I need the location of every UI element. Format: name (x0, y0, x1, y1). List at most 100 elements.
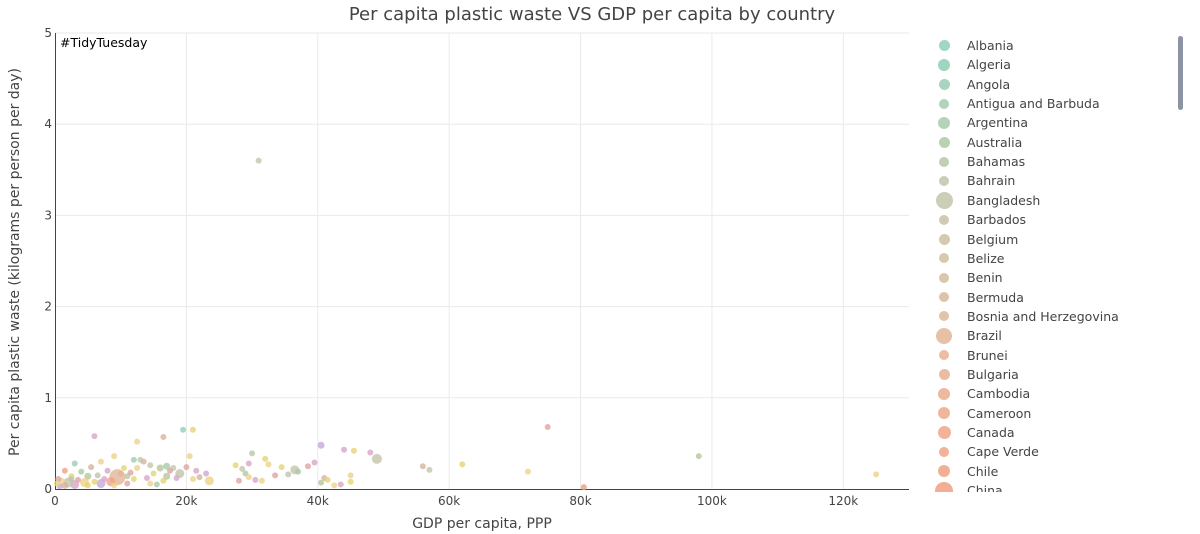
data-point[interactable] (235, 477, 242, 484)
data-point[interactable] (153, 481, 160, 488)
data-point[interactable] (111, 453, 118, 460)
data-point[interactable] (203, 470, 210, 477)
legend-item[interactable]: Cape Verde (930, 442, 1039, 461)
data-points[interactable] (53, 157, 880, 491)
data-point[interactable] (459, 461, 466, 468)
data-point[interactable] (163, 462, 171, 470)
data-point[interactable] (193, 467, 200, 474)
data-point[interactable] (53, 480, 60, 487)
data-point[interactable] (186, 453, 193, 460)
data-point[interactable] (265, 461, 272, 468)
data-point[interactable] (160, 477, 167, 484)
data-point[interactable] (71, 460, 78, 467)
data-point[interactable] (258, 477, 265, 484)
data-point[interactable] (84, 472, 92, 480)
data-point[interactable] (196, 474, 203, 481)
data-point[interactable] (94, 472, 101, 479)
data-point[interactable] (285, 471, 292, 478)
legend-item[interactable]: Brunei (930, 346, 1008, 365)
data-point[interactable] (249, 450, 256, 457)
data-point[interactable] (147, 480, 154, 487)
data-point[interactable] (544, 423, 551, 430)
legend-item[interactable]: Brazil (930, 326, 1002, 345)
data-point[interactable] (204, 476, 214, 486)
data-point[interactable] (124, 473, 131, 480)
data-point[interactable] (150, 470, 157, 477)
legend-item[interactable]: Antigua and Barbuda (930, 94, 1100, 113)
legend-item[interactable]: China (930, 481, 1003, 492)
legend-scroll-thumb[interactable] (1178, 36, 1183, 110)
data-point[interactable] (137, 456, 144, 463)
data-point[interactable] (160, 434, 167, 441)
legend-item[interactable]: Benin (930, 268, 1003, 287)
data-point[interactable] (232, 462, 239, 469)
legend-item[interactable]: Bulgaria (930, 365, 1019, 384)
legend-item[interactable]: Cambodia (930, 384, 1030, 403)
legend-item[interactable]: Cameroon (930, 404, 1031, 423)
data-point[interactable] (91, 433, 98, 440)
data-point[interactable] (96, 479, 106, 489)
legend-item[interactable]: Barbados (930, 210, 1026, 229)
data-point[interactable] (84, 482, 91, 489)
data-point[interactable] (317, 441, 325, 449)
legend-item[interactable]: Chile (930, 462, 998, 481)
data-point[interactable] (255, 157, 262, 164)
data-point[interactable] (262, 455, 269, 462)
legend-item[interactable]: Algeria (930, 55, 1011, 74)
data-point[interactable] (324, 476, 331, 483)
data-point[interactable] (130, 456, 137, 463)
data-point[interactable] (104, 467, 111, 474)
data-point[interactable] (143, 475, 150, 482)
legend-item[interactable]: Bosnia and Herzegovina (930, 307, 1119, 326)
data-point[interactable] (347, 472, 354, 479)
data-point[interactable] (156, 464, 164, 472)
legend-item[interactable]: Bangladesh (930, 191, 1040, 210)
data-point[interactable] (337, 481, 344, 488)
data-point[interactable] (134, 465, 141, 472)
data-point[interactable] (272, 472, 279, 479)
data-point[interactable] (163, 472, 171, 480)
legend-item[interactable]: Angola (930, 75, 1010, 94)
data-point[interactable] (97, 458, 104, 465)
data-point[interactable] (419, 463, 426, 470)
legend-item[interactable]: Albania (930, 36, 1014, 55)
data-point[interactable] (873, 471, 880, 478)
legend-item[interactable]: Australia (930, 133, 1022, 152)
data-point[interactable] (580, 484, 587, 491)
data-point[interactable] (166, 467, 173, 474)
data-point[interactable] (304, 463, 311, 470)
data-point[interactable] (295, 468, 302, 475)
legend-item[interactable]: Bahamas (930, 152, 1025, 171)
legend-item[interactable]: Canada (930, 423, 1015, 442)
data-point[interactable] (183, 464, 190, 471)
data-point[interactable] (350, 447, 357, 454)
data-point[interactable] (695, 453, 702, 460)
legend-item[interactable]: Argentina (930, 113, 1028, 132)
data-point[interactable] (278, 464, 285, 471)
legend-item[interactable]: Bahrain (930, 171, 1015, 190)
legend-item[interactable]: Belgium (930, 230, 1018, 249)
data-point[interactable] (111, 482, 118, 489)
data-point[interactable] (426, 466, 433, 473)
data-point[interactable] (61, 481, 69, 489)
legend-scrollbar[interactable] (1176, 36, 1184, 492)
data-point[interactable] (245, 460, 252, 467)
data-point[interactable] (524, 468, 531, 475)
data-point[interactable] (55, 475, 62, 482)
data-point[interactable] (371, 453, 382, 464)
data-point[interactable] (147, 462, 154, 469)
data-point[interactable] (134, 438, 141, 445)
data-point[interactable] (68, 475, 75, 482)
data-point[interactable] (341, 446, 348, 453)
data-point[interactable] (318, 479, 325, 486)
data-point[interactable] (180, 426, 187, 433)
data-point[interactable] (61, 467, 68, 474)
data-point[interactable] (78, 468, 85, 475)
data-point[interactable] (367, 449, 374, 456)
data-point[interactable] (124, 480, 131, 487)
legend-item[interactable]: Bermuda (930, 288, 1024, 307)
data-point[interactable] (239, 465, 246, 472)
data-point[interactable] (331, 482, 338, 489)
data-point[interactable] (347, 478, 354, 485)
data-point[interactable] (252, 476, 259, 483)
